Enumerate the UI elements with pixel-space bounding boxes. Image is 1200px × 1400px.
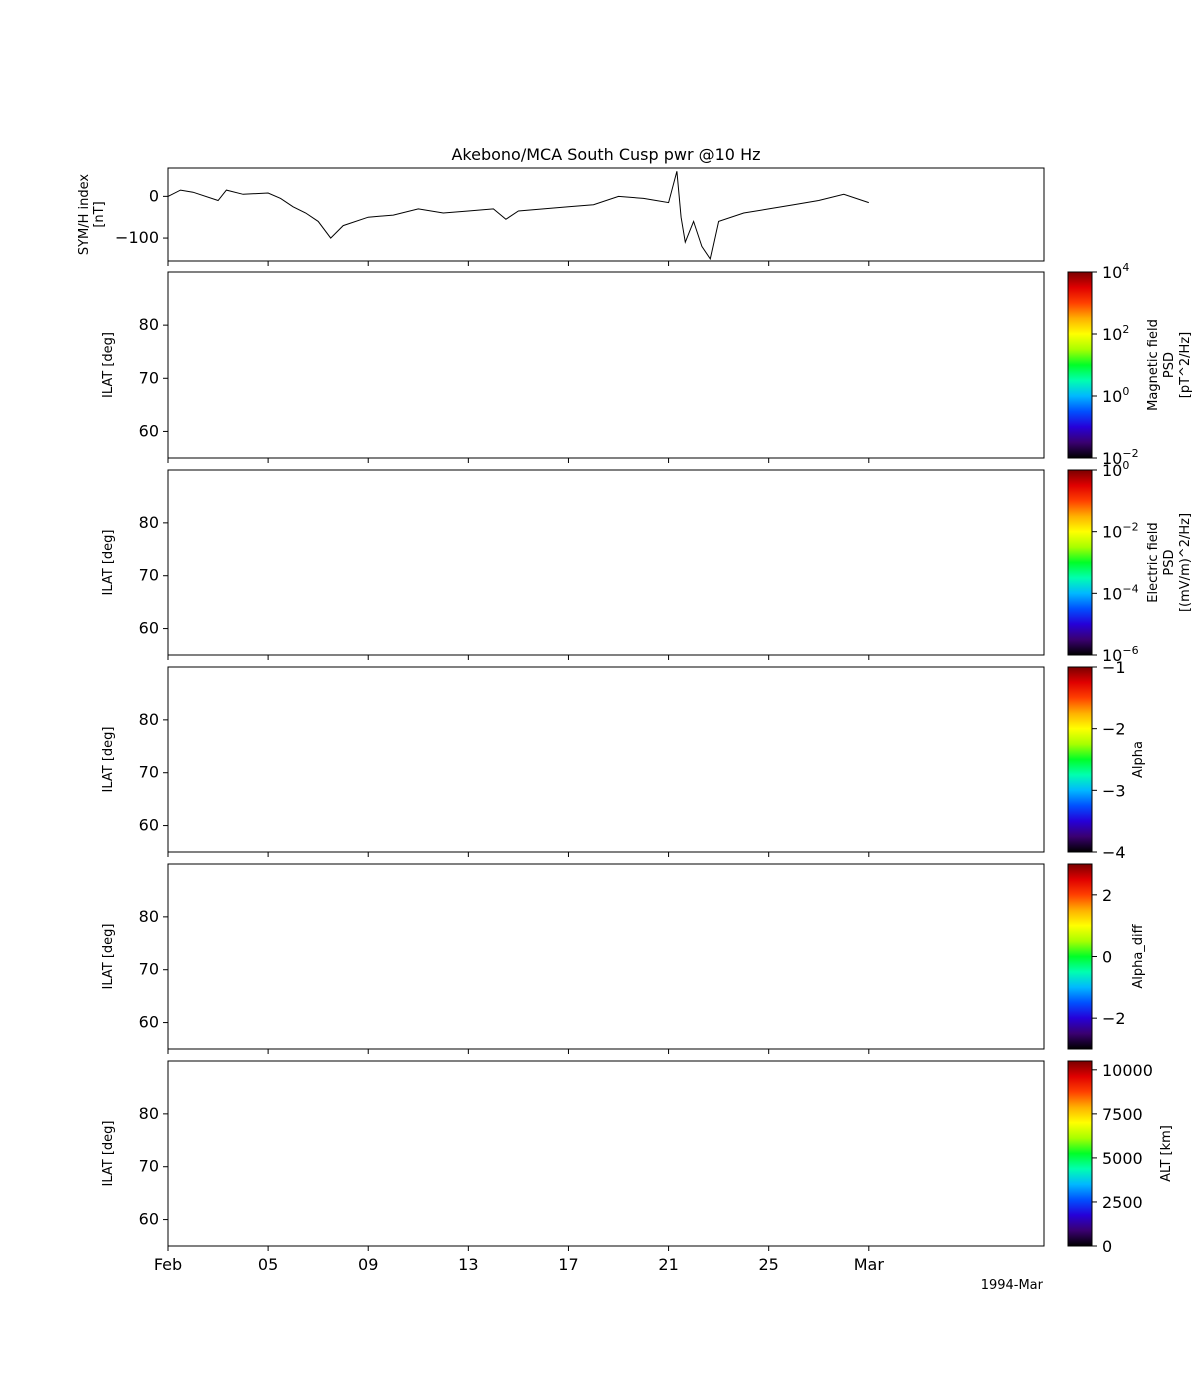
colorbar-label: Electric field bbox=[1146, 522, 1161, 602]
figure-title: Akebono/MCA South Cusp pwr @10 Hz bbox=[451, 145, 760, 164]
y-tick-label: 60 bbox=[139, 816, 159, 835]
y-tick-label: 60 bbox=[139, 421, 159, 440]
colorbar-tick-label: 104 bbox=[1102, 261, 1129, 282]
panel-alt: 60 70 80 ILAT [deg] Feb 05 09 13 17 21 25 Mar 10000 7… bbox=[101, 1060, 1174, 1274]
colorbar-tick-label: −1 bbox=[1102, 658, 1126, 677]
y-tick-label: 80 bbox=[139, 907, 159, 926]
colorbar-label: PSD bbox=[1162, 549, 1177, 575]
colorbar-label: [(mV/m)^2/Hz] bbox=[1178, 513, 1193, 612]
colorbar-label: Alpha bbox=[1131, 741, 1146, 778]
colorbar-tick-label: 5000 bbox=[1102, 1149, 1143, 1168]
colorbar-elec-psd: 100 10−2 10−4 10−6 Electric field PSD [(mV/m)^… bbox=[1067, 459, 1193, 665]
colorbar-alpha: −1 −2 −3 −4 Alpha bbox=[1067, 658, 1146, 862]
y-tick-label: 70 bbox=[139, 1157, 159, 1176]
colorbar-tick-label: 10−4 bbox=[1102, 582, 1139, 603]
colorbar-label: Alpha_diff bbox=[1131, 923, 1146, 988]
colorbar-label: PSD bbox=[1162, 352, 1177, 378]
y-axis-label: ILAT [deg] bbox=[101, 530, 116, 596]
colorbar-mag-psd: 104 102 100 10−2 Magnetic field PSD [pT^2/Hz] bbox=[1067, 261, 1193, 468]
colorbar-tick-label: 0 bbox=[1102, 1237, 1112, 1256]
y-tick-label: 60 bbox=[139, 1013, 159, 1032]
colorbar-tick-label: −2 bbox=[1102, 720, 1126, 739]
colorbar-tick-label: 10−2 bbox=[1102, 447, 1139, 468]
y-tick-label: 80 bbox=[139, 710, 159, 729]
colorbar-tick-label: −4 bbox=[1102, 843, 1126, 862]
y-tick-label: 80 bbox=[139, 513, 159, 532]
y-tick-label: 70 bbox=[139, 960, 159, 979]
y-axis-label: ILAT [deg] bbox=[101, 1121, 116, 1187]
y-tick-label: 80 bbox=[139, 1104, 159, 1123]
axes-frame bbox=[167, 167, 1045, 262]
colorbar-tick-label: 100 bbox=[1102, 459, 1129, 480]
colorbar-tick-label: 10000 bbox=[1102, 1061, 1153, 1080]
colorbar-gradient bbox=[1067, 863, 1093, 1050]
colorbar-label: [pT^2/Hz] bbox=[1178, 332, 1193, 398]
colorbar-tick-label: 10−6 bbox=[1102, 644, 1139, 665]
colorbar-tick-label: 10−2 bbox=[1102, 521, 1139, 542]
colorbar-gradient bbox=[1067, 271, 1093, 459]
colorbar-alpha-diff: 2 0 −2 Alpha_diff bbox=[1067, 863, 1146, 1050]
x-tick-label: 13 bbox=[458, 1255, 478, 1274]
panel-symh: 0 −100 SYM/H index [nT] bbox=[77, 167, 1045, 266]
y-tick-label: 70 bbox=[139, 368, 159, 387]
colorbar-tick-label: 0 bbox=[1102, 948, 1112, 967]
colorbar-tick-label: −2 bbox=[1102, 1009, 1126, 1028]
axes-frame bbox=[167, 271, 1045, 459]
symh-line bbox=[167, 171, 869, 261]
colorbar-gradient bbox=[1067, 469, 1093, 656]
panel-elec-psd: 60 70 80 ILAT [deg] 100 10−2 10−4 10−6 Electric … bbox=[101, 459, 1193, 665]
y-axis-label: ILAT [deg] bbox=[101, 924, 116, 990]
colorbar-tick-label: 100 bbox=[1102, 385, 1129, 406]
x-tick-label: 05 bbox=[258, 1255, 278, 1274]
colorbar-alt: 10000 7500 5000 2500 0 ALT [km] bbox=[1067, 1060, 1174, 1256]
axes-frame bbox=[167, 469, 1045, 656]
colorbar-tick-label: 2 bbox=[1102, 886, 1112, 905]
colorbar-gradient bbox=[1067, 666, 1093, 853]
y-tick-label: 60 bbox=[139, 619, 159, 638]
axes-frame bbox=[167, 1060, 1045, 1247]
panel-mag-psd: 60 70 80 ILAT [deg] 104 102 100 10−2 Magnetic fi… bbox=[101, 261, 1193, 468]
y-tick-label: 0 bbox=[149, 186, 159, 205]
y-axis-label: SYM/H index bbox=[77, 174, 92, 256]
y-tick-label: 70 bbox=[139, 763, 159, 782]
x-tick-label: Mar bbox=[854, 1255, 885, 1274]
panel-alpha-diff: 60 70 80 ILAT [deg] 2 0 −2 Alpha_diff bbox=[101, 863, 1146, 1054]
y-tick-label: −100 bbox=[115, 228, 159, 247]
axes-frame bbox=[167, 666, 1045, 853]
x-tick-label: 17 bbox=[558, 1255, 578, 1274]
colorbar-gradient bbox=[1067, 1060, 1093, 1247]
y-axis-label: ILAT [deg] bbox=[101, 332, 116, 398]
x-tick-label: 21 bbox=[658, 1255, 678, 1274]
axes-frame bbox=[167, 863, 1045, 1050]
y-tick-label: 60 bbox=[139, 1210, 159, 1229]
x-tick-label: Feb bbox=[154, 1255, 182, 1274]
colorbar-tick-label: 2500 bbox=[1102, 1193, 1143, 1212]
colorbar-tick-label: −3 bbox=[1102, 781, 1126, 800]
y-axis-label: [nT] bbox=[92, 201, 107, 227]
panel-alpha: 60 70 80 ILAT [deg] −1 −2 −3 −4 Alpha bbox=[101, 658, 1146, 862]
y-tick-label: 70 bbox=[139, 566, 159, 585]
colorbar-label: ALT [km] bbox=[1159, 1125, 1174, 1182]
colorbar-tick-label: 7500 bbox=[1102, 1105, 1143, 1124]
x-tick-label: 25 bbox=[759, 1255, 779, 1274]
x-tick-label: 09 bbox=[358, 1255, 378, 1274]
y-tick-label: 80 bbox=[139, 315, 159, 334]
date-label: 1994-Mar bbox=[981, 1278, 1044, 1293]
colorbar-label: Magnetic field bbox=[1146, 319, 1161, 411]
y-axis-label: ILAT [deg] bbox=[101, 727, 116, 793]
colorbar-tick-label: 102 bbox=[1102, 323, 1129, 344]
